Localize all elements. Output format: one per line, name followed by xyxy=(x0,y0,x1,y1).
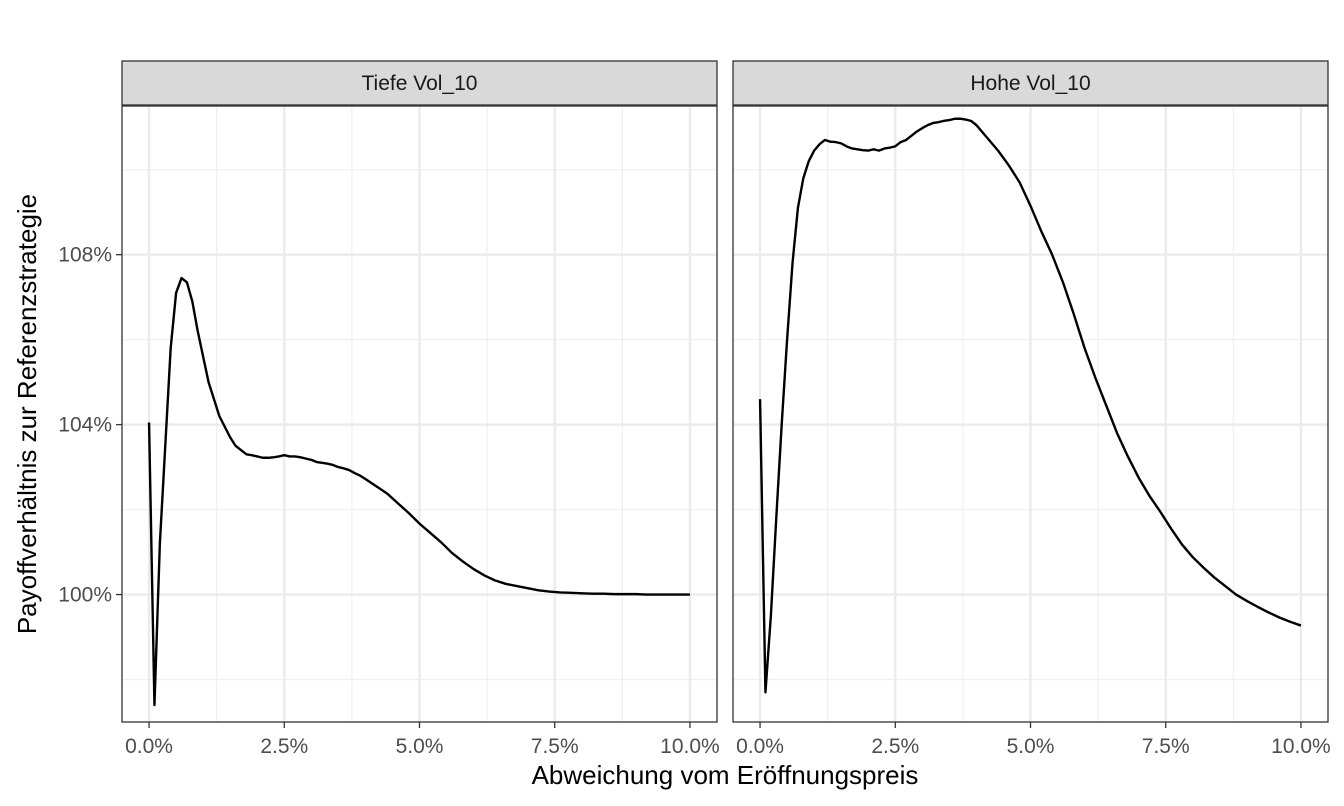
x-tick-label: 5.0% xyxy=(1007,735,1055,758)
x-axis-title: Abweichung vom Eröffnungspreis xyxy=(532,760,919,790)
x-tick-label: 0.0% xyxy=(736,735,784,758)
x-tick-label: 10.0% xyxy=(1271,735,1331,758)
panel-2: Hohe Vol_10 0.0% 2.5% 5.0% 7.5% 10.0% xyxy=(733,61,1331,758)
x-tick-label: 10.0% xyxy=(660,735,720,758)
x-tick-label: 7.5% xyxy=(531,735,579,758)
y-tick-label: 108% xyxy=(58,244,112,267)
y-tick-label: 104% xyxy=(58,414,112,437)
panel-1: Tiefe Vol_10 0.0% 2.5% 5.0% 7.5% 10.0% 100% 104… xyxy=(58,61,719,758)
facet-title: Tiefe Vol_10 xyxy=(362,72,478,95)
x-tick-label: 2.5% xyxy=(871,735,919,758)
x-tick-label: 0.0% xyxy=(125,735,173,758)
x-tick-label: 5.0% xyxy=(396,735,444,758)
y-axis-title: Payoffverhältnis zur Referenzstrategie xyxy=(12,194,42,634)
x-tick-label: 7.5% xyxy=(1142,735,1190,758)
x-tick-label: 2.5% xyxy=(260,735,308,758)
y-tick-label: 100% xyxy=(58,584,112,607)
panels: Tiefe Vol_10 0.0% 2.5% 5.0% 7.5% 10.0% 100% 104… xyxy=(58,61,1330,758)
facet-title: Hohe Vol_10 xyxy=(970,72,1090,95)
